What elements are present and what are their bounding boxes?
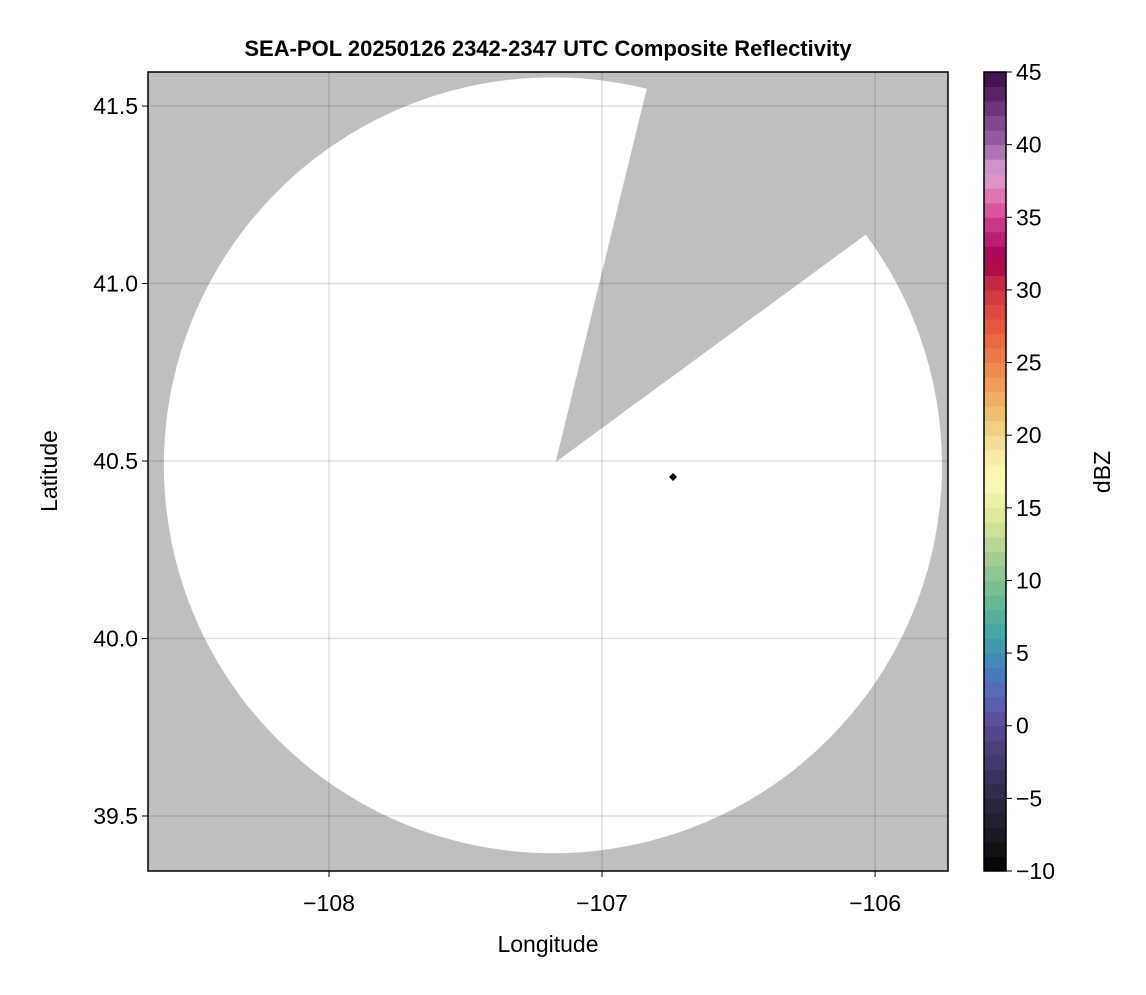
- blocked-sector: [555, 81, 872, 463]
- colorbar-bin: [984, 667, 1006, 683]
- colorbar-bin: [984, 420, 1006, 436]
- colorbar-bin: [984, 856, 1006, 872]
- colorbar-bin: [984, 333, 1006, 349]
- colorbar-tick-label: 5: [1016, 640, 1029, 666]
- colorbar-bin: [984, 406, 1006, 422]
- axes: −108 −107 −106 39.5 40.0 40.5 41.0 41.5: [93, 71, 949, 916]
- colorbar-bin: [984, 130, 1006, 146]
- y-tick-label: 41.0: [93, 271, 138, 297]
- colorbar-bin: [984, 289, 1006, 305]
- colorbar-bin: [984, 202, 1006, 218]
- plot-layer: [148, 72, 948, 871]
- colorbar-bin: [984, 435, 1006, 451]
- colorbar-tick-label: 45: [1016, 59, 1042, 85]
- colorbar: −10 −5 0 5 10 15 20 25 30 35 40 45: [983, 59, 1055, 884]
- colorbar-bin: [984, 377, 1006, 393]
- colorbar-bin: [984, 231, 1006, 247]
- colorbar-bin: [984, 318, 1006, 334]
- colorbar-bin: [984, 449, 1006, 465]
- colorbar-bin: [984, 798, 1006, 814]
- colorbar-bin: [984, 812, 1006, 828]
- colorbar-bin: [984, 580, 1006, 596]
- y-axis-label: Latitude: [36, 430, 62, 512]
- colorbar-bin: [984, 841, 1006, 857]
- y-tick-label: 41.5: [93, 93, 138, 119]
- colorbar-bin: [984, 725, 1006, 741]
- colorbar-tick-label: 20: [1016, 422, 1042, 448]
- colorbar-bin: [984, 624, 1006, 640]
- colorbar-bin: [984, 144, 1006, 160]
- radar-site-marker: [669, 473, 678, 482]
- colorbar-bin: [984, 565, 1006, 581]
- colorbar-bin: [984, 188, 1006, 204]
- plot-area: [148, 72, 948, 871]
- colorbar-bin: [984, 522, 1006, 538]
- colorbar-bin: [984, 478, 1006, 494]
- colorbar-bin: [984, 769, 1006, 785]
- colorbar-bin: [984, 348, 1006, 364]
- x-tick-label: −108: [303, 890, 355, 916]
- colorbar-bin: [984, 246, 1006, 262]
- y-tick-label: 40.5: [93, 448, 138, 474]
- colorbar-bin: [984, 217, 1006, 233]
- colorbar-bin: [984, 86, 1006, 102]
- colorbar-bin: [984, 101, 1006, 117]
- colorbar-tick-label: −10: [1016, 858, 1055, 884]
- colorbar-bin: [984, 609, 1006, 625]
- chart-title: SEA-POL 20250126 2342-2347 UTC Composite…: [244, 36, 852, 61]
- x-axis-label: Longitude: [497, 931, 598, 957]
- plot-frame: [147, 71, 949, 872]
- colorbar-bin: [984, 594, 1006, 611]
- colorbar-bin: [984, 493, 1006, 509]
- colorbar-tick-label: 30: [1016, 277, 1042, 303]
- colorbar-tick-label: 35: [1016, 204, 1042, 230]
- colorbar-bin: [984, 464, 1006, 480]
- colorbar-bin: [984, 827, 1006, 843]
- y-tick-label: 40.0: [93, 626, 138, 652]
- colorbar-bin: [984, 551, 1006, 567]
- colorbar-bin: [984, 173, 1006, 189]
- colorbar-bin: [984, 711, 1006, 727]
- colorbar-bin: [984, 696, 1006, 712]
- x-tick-label: −106: [849, 890, 901, 916]
- colorbar-tick-label: 40: [1016, 132, 1042, 158]
- colorbar-bin: [984, 115, 1006, 131]
- colorbar-tick-label: 15: [1016, 495, 1042, 521]
- colorbar-bin: [984, 682, 1006, 698]
- colorbar-bin: [984, 638, 1006, 654]
- colorbar-bin: [984, 304, 1006, 320]
- x-tick-label: −107: [576, 890, 628, 916]
- colorbar-bin: [984, 536, 1006, 552]
- y-tick-label: 39.5: [93, 803, 138, 829]
- colorbar-bin: [984, 653, 1006, 669]
- colorbar-bin: [984, 507, 1006, 523]
- colorbar-bin: [984, 754, 1006, 770]
- colorbar-tick-label: 25: [1016, 350, 1042, 376]
- colorbar-tick-label: 10: [1016, 567, 1042, 593]
- colorbar-bin: [984, 391, 1006, 407]
- colorbar-tick-label: −5: [1016, 785, 1042, 811]
- colorbar-label: dBZ: [1089, 451, 1115, 493]
- colorbar-bin: [984, 159, 1006, 175]
- colorbar-bin: [984, 260, 1006, 276]
- colorbar-tick-label: 0: [1016, 713, 1029, 739]
- colorbar-bin: [984, 275, 1006, 291]
- colorbar-bin: [984, 72, 1006, 88]
- colorbar-bin: [984, 362, 1006, 378]
- colorbar-frame: [983, 71, 1007, 872]
- colorbar-bin: [984, 783, 1006, 799]
- colorbar-bin: [984, 740, 1006, 756]
